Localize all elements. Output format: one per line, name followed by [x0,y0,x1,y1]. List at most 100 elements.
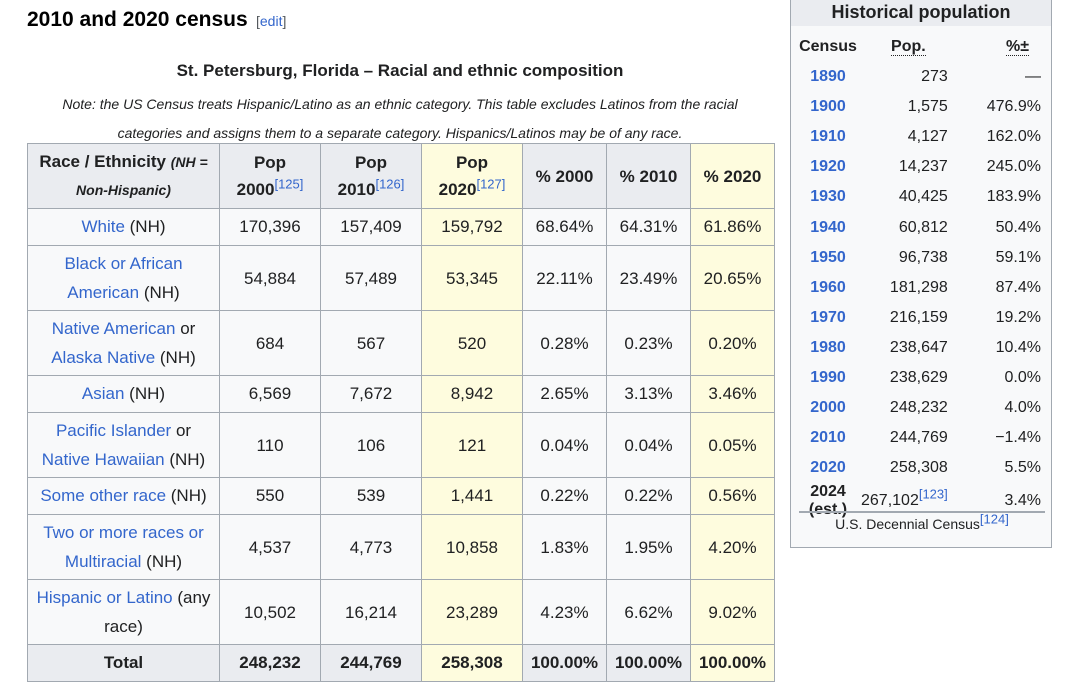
hist-year-link[interactable]: 1930 [810,188,846,206]
hist-year-link[interactable]: 1910 [810,128,846,146]
hist-row: 1910 4,127 162.0% [795,122,1049,152]
hist-est-pop-value: 267,102 [861,492,919,510]
hist-pop: 181,298 [889,278,948,296]
header-pop2020-label: Pop 2020 [438,153,489,199]
header-pct2020: % 2020 [690,143,775,209]
hist-year-link[interactable]: 1890 [810,68,846,86]
race-suffix: (NH) [124,384,166,403]
table-row: Native American or Alaska Native (NH) 684… [27,310,775,376]
hist-change: 5.5% [1004,459,1041,477]
cell-c2020: 9.02% [690,579,775,645]
header-pop2020: Pop 2020[127] [421,143,523,209]
hist-header-row: Census Pop. %± [795,32,1049,62]
race-suffix: (NH) [139,283,180,302]
hist-year-link[interactable]: 1980 [810,338,846,356]
cell-p2010: 7,672 [320,375,422,413]
race-label-mid: or [171,421,192,440]
ref-124-link[interactable]: [124] [979,511,1009,527]
hist-year-link[interactable]: 1920 [810,158,846,176]
ref-127-link[interactable]: [127] [476,176,506,192]
race-link[interactable]: Pacific Islander [55,421,172,440]
table-row: Pacific Islander or Native Hawaiian (NH)… [27,412,775,478]
cell-p2010: 157,409 [320,208,422,246]
hist-year-link[interactable]: 2010 [810,429,846,447]
cell-c2020: 20.65% [690,245,775,311]
hist-change: 50.4% [995,218,1041,236]
hist-year-link[interactable]: 1960 [810,278,846,296]
cell-c2010: 1.95% [606,514,691,580]
ref-126-link[interactable]: [126] [375,176,405,192]
cell-c2010: 64.31% [606,208,691,246]
hist-change: — [1025,68,1041,86]
cell-c2010: 0.04% [606,412,691,478]
row-label: Hispanic or Latino (any race) [27,579,220,645]
cell-p2000: 550 [219,477,321,515]
race-link-secondary[interactable]: Native Hawaiian [41,450,165,469]
header-pop2010-label: Pop 2010 [337,153,388,199]
row-label: White (NH) [27,208,220,246]
race-link[interactable]: Asian [81,384,125,403]
hist-change: 183.9% [986,188,1041,206]
cell-c2010: 0.22% [606,477,691,515]
hist-row: 1980 238,647 10.4% [795,333,1049,363]
cell-p2010: 106 [320,412,422,478]
race-suffix: (any race) [104,588,211,636]
total-pct2010: 100.00% [606,644,691,682]
total-pct2020: 100.00% [690,644,775,682]
hist-year-link[interactable]: 2000 [810,399,846,417]
header-pop2000: Pop 2000[125] [219,143,321,209]
cell-p2000: 170,396 [219,208,321,246]
hist-header-change: %± [956,32,1049,62]
race-link[interactable]: Two or more races or Multiracial [43,523,204,571]
hist-est-row: 2024 (est.) 267,102[123] 3.4% [795,483,1049,519]
hist-year-link[interactable]: 1990 [810,368,846,386]
racial-composition-table: Race / Ethnicity (NH = Non-Hispanic) Pop… [27,143,775,682]
cell-p2000: 6,569 [219,375,321,413]
cell-p2000: 110 [219,412,321,478]
race-link[interactable]: Native American [51,319,176,338]
hist-pop: 248,232 [889,399,948,417]
race-suffix: (NH) [141,552,183,571]
section-heading: 2010 and 2020 census [27,8,248,31]
header-pct2010: % 2010 [606,143,691,209]
historical-population-title: Historical population [791,0,1051,26]
cell-c2020: 3.46% [690,375,775,413]
edit-section-link[interactable]: edit [259,13,283,29]
header-pop2010: Pop 2010[126] [320,143,422,209]
hist-row: 1950 96,738 59.1% [795,243,1049,273]
total-pct2000: 100.00% [522,644,607,682]
cell-p2020: 23,289 [421,579,523,645]
cell-c2000: 0.22% [522,477,607,515]
cell-p2020: 8,942 [421,375,523,413]
cell-c2020: 0.05% [690,412,775,478]
hist-year-link[interactable]: 1970 [810,308,846,326]
total-pop2020: 258,308 [421,644,523,682]
hist-change: 476.9% [986,98,1041,116]
race-link[interactable]: Black or African American [64,254,183,302]
ref-125-link[interactable]: [125] [274,176,304,192]
race-link[interactable]: White [81,217,125,236]
hist-year-link[interactable]: 1940 [810,218,846,236]
hist-row: 1900 1,575 476.9% [795,92,1049,122]
hist-pop: 96,738 [898,248,948,266]
cell-c2000: 1.83% [522,514,607,580]
header-race-note: (NH = Non-Hispanic) [76,154,208,198]
hist-year-link[interactable]: 1900 [810,98,846,116]
hist-year-link[interactable]: 2020 [810,459,846,477]
hist-year-link[interactable]: 1950 [810,248,846,266]
cell-c2020: 0.56% [690,477,775,515]
cell-p2020: 10,858 [421,514,523,580]
race-link[interactable]: Some other race [40,486,167,505]
cell-p2000: 684 [219,310,321,376]
hist-change: 0.0% [1004,368,1041,386]
hist-pop: 60,812 [898,218,948,236]
hist-row: 1930 40,425 183.9% [795,182,1049,212]
total-pop2000: 248,232 [219,644,321,682]
ref-123-link[interactable]: [123] [918,486,948,502]
race-link-secondary[interactable]: Alaska Native [51,348,156,367]
hist-pop: 258,308 [889,459,948,477]
hist-row: 1890 273 — [795,62,1049,92]
hist-pop: 14,237 [898,158,948,176]
race-link[interactable]: Hispanic or Latino [36,588,173,607]
cell-p2010: 4,773 [320,514,422,580]
